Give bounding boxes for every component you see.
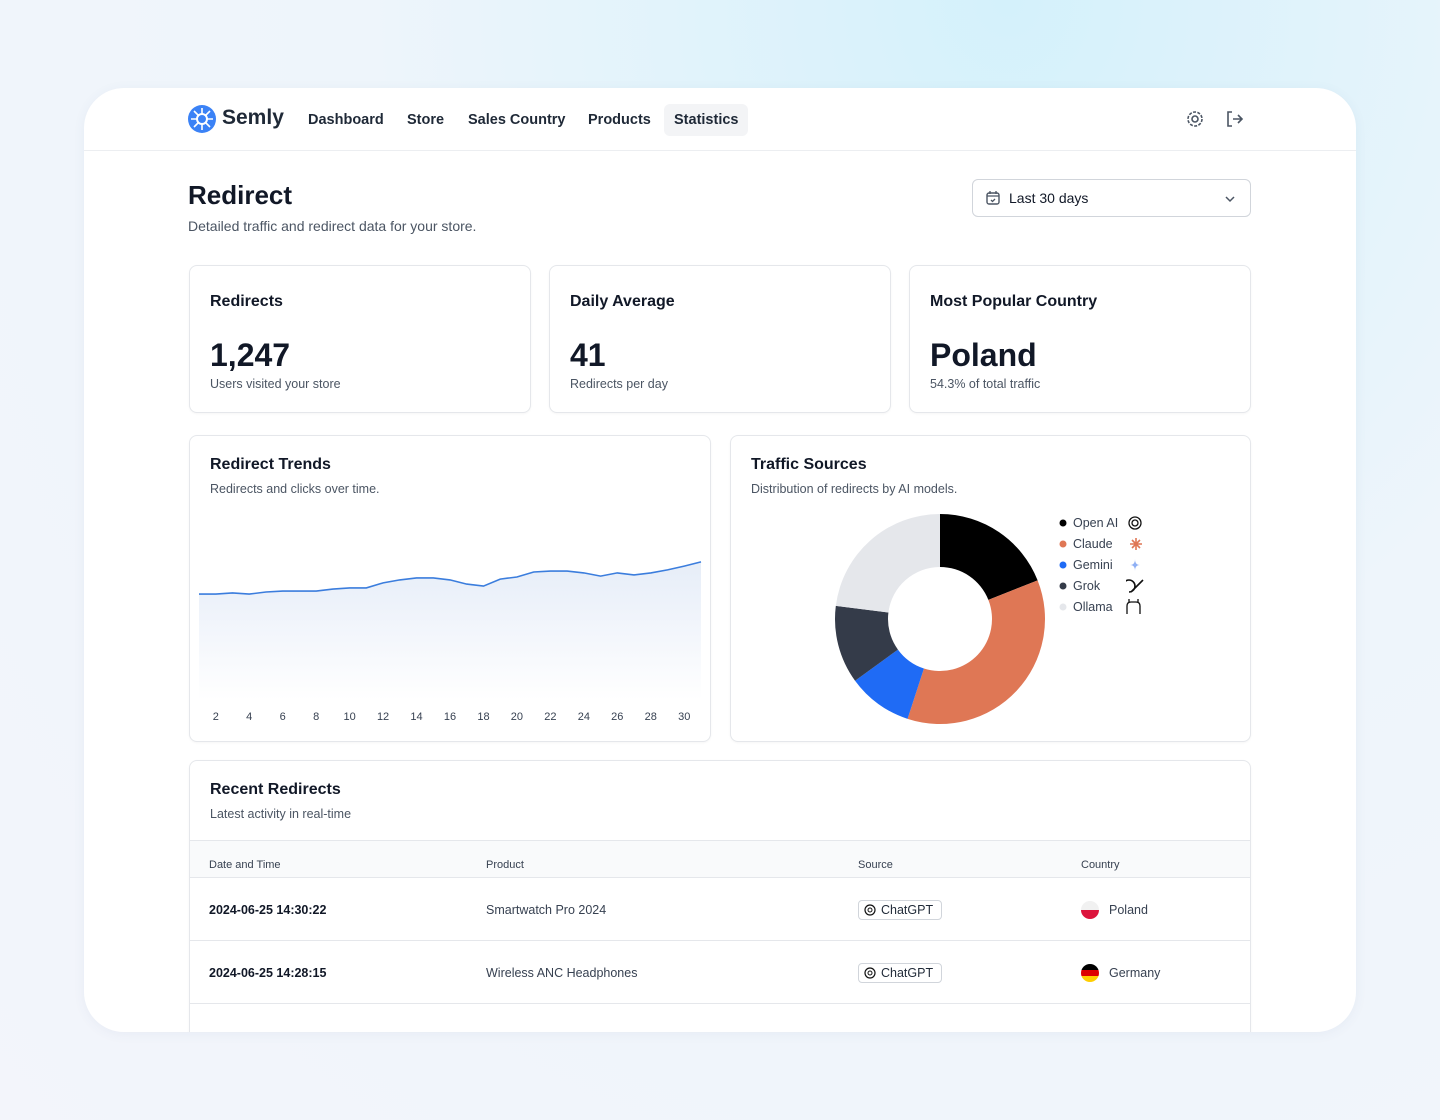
source-badge: ChatGPT — [858, 900, 943, 920]
model-icons — [1126, 516, 1144, 614]
x-tick-label: 22 — [544, 711, 556, 723]
legend-label: Gemini — [1073, 558, 1113, 572]
cell-source: ChatGPT — [881, 903, 934, 917]
app-window: Semly Redirect Detailed traffic and redi… — [84, 88, 1356, 1032]
x-tick-label: 14 — [410, 711, 422, 723]
card-subtitle: Distribution of redirects by AI models. — [751, 482, 958, 496]
column-header: Source — [858, 859, 893, 871]
x-tick-label: 18 — [477, 711, 489, 723]
nav-divider — [84, 150, 1356, 151]
x-tick-label: 24 — [578, 711, 590, 723]
date-range-value: Last 30 days — [1009, 190, 1089, 206]
donut-segment — [855, 649, 924, 719]
donut-segment — [940, 514, 1038, 600]
stat-note: 54.3% of total traffic — [930, 377, 1041, 391]
page-title: Redirect — [188, 180, 293, 210]
donut-segment — [835, 514, 940, 613]
column-header: Country — [1081, 859, 1120, 871]
stat-note: Redirects per day — [570, 377, 668, 391]
donut-segment — [907, 580, 1045, 724]
legend-dot — [1059, 519, 1067, 527]
chevron-icon — [1225, 196, 1235, 203]
stat-label: Daily Average — [570, 293, 675, 310]
legend-label: Open AI — [1073, 516, 1118, 530]
x-tick-label: 30 — [678, 711, 690, 723]
source-badge: ChatGPT — [858, 963, 943, 983]
stat-label: Most Popular Country — [930, 293, 1098, 310]
trend-line — [199, 561, 702, 595]
x-tick-label: 2 — [213, 711, 219, 723]
x-tick-label: 6 — [280, 711, 286, 723]
x-tick-label: 28 — [645, 711, 657, 723]
nav-link[interactable]: Store — [407, 112, 445, 128]
table-card: Recent Redirects Latest activity in real… — [189, 760, 1251, 1032]
table-title: Recent Redirects — [210, 781, 341, 798]
stat-note: Users visited your store — [210, 377, 341, 391]
cell-datetime: 2024-06-25 14:28:15 — [209, 966, 327, 980]
legend-dot — [1059, 540, 1067, 548]
legend-label: Grok — [1073, 579, 1101, 593]
x-tick-label: 8 — [313, 711, 319, 723]
flag-poland — [1081, 901, 1099, 919]
x-tick-label: 20 — [511, 711, 523, 723]
chatgpt-icon — [864, 967, 876, 979]
column-header: Product — [486, 859, 524, 871]
stat-value: 41 — [570, 337, 606, 373]
stat-card: Daily Average 41 Redirects per day — [549, 265, 891, 413]
app-root: Semly Redirect Detailed traffic and redi… — [84, 88, 1356, 1032]
logo — [188, 105, 216, 133]
cell-product: Smartwatch Pro 2024 — [486, 903, 607, 917]
legend-dot — [1059, 582, 1067, 590]
nav-link[interactable]: Dashboard — [308, 112, 384, 128]
logout-icon[interactable] — [1224, 109, 1244, 129]
line-chart: 2 4 6 8 10 12 14 16 18 20 22 24 26 28 30 — [199, 561, 702, 723]
chatgpt-icon — [864, 904, 876, 916]
cell-source: ChatGPT — [881, 966, 934, 980]
column-header: Date and Time — [209, 859, 281, 871]
cell-country: Germany — [1109, 966, 1161, 980]
x-tick-label: 10 — [343, 711, 355, 723]
settings-icon[interactable] — [1185, 109, 1205, 129]
donut-chart: Open AI Claude Gemini Grok Ollama — [835, 514, 1118, 724]
stat-card: Most Popular Country Poland 54.3% of total… — [909, 265, 1251, 413]
row-divider — [190, 1003, 1250, 1004]
page-subtitle: Detailed traffic and redirect data for y… — [188, 218, 477, 234]
stat-value: Poland — [930, 337, 1037, 373]
stat-value: 1,247 — [210, 337, 291, 373]
flag-germany — [1081, 964, 1099, 982]
nav-link[interactable]: Statistics — [664, 104, 749, 136]
stat-label: Redirects — [210, 293, 283, 310]
x-tick-label: 16 — [444, 711, 456, 723]
x-tick-label: 4 — [246, 711, 252, 723]
nav-link[interactable]: Products — [588, 112, 651, 128]
table-subtitle: Latest activity in real-time — [210, 807, 352, 821]
nav-link[interactable]: Sales Country — [468, 112, 566, 128]
card-title: Traffic Sources — [751, 456, 867, 473]
calendar-icon — [986, 191, 1000, 205]
stat-card: Redirects 1,247 Users visited your store — [189, 265, 531, 413]
legend-label: Ollama — [1073, 600, 1113, 614]
table-header — [190, 840, 1250, 878]
trend-area — [199, 561, 701, 700]
card-subtitle: Redirects and clicks over time. — [210, 482, 380, 496]
x-tick-label: 12 — [377, 711, 389, 723]
cell-product: Wireless ANC Headphones — [486, 966, 638, 980]
legend-dot — [1059, 603, 1067, 611]
cell-country: Poland — [1109, 903, 1148, 917]
legend-label: Claude — [1073, 537, 1113, 551]
cell-datetime: 2024-06-25 14:30:22 — [209, 903, 327, 917]
date-range-select[interactable]: Last 30 days — [972, 179, 1251, 217]
donut-segment — [835, 605, 898, 681]
x-tick-label: 26 — [611, 711, 623, 723]
brand: Semly — [222, 106, 284, 129]
legend-dot — [1059, 561, 1067, 569]
row-divider — [190, 940, 1250, 941]
card-title: Redirect Trends — [210, 456, 331, 473]
